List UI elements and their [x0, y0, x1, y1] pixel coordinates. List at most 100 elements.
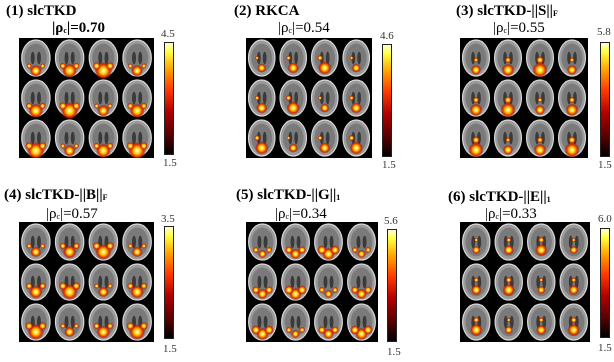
activation-blob — [106, 241, 115, 251]
activation-blob — [537, 285, 546, 295]
activation-blob — [73, 323, 80, 329]
activation-blob — [29, 285, 43, 299]
activation-blob — [470, 64, 482, 76]
colorbar — [164, 42, 174, 155]
activation-blob — [536, 136, 544, 144]
activation-blob — [286, 135, 291, 141]
activation-blob — [139, 321, 148, 331]
activation-blob — [131, 246, 143, 258]
activation-blob — [72, 281, 81, 291]
activation-blob — [317, 54, 324, 62]
activation-blob — [107, 103, 113, 109]
activation-blob — [106, 322, 114, 330]
activation-blob — [356, 288, 367, 300]
activation-blob — [93, 283, 100, 289]
colorbar-min: 1.5 — [382, 159, 396, 171]
activation-blob — [140, 282, 148, 290]
activation-blob — [317, 245, 327, 255]
activation-blob — [535, 243, 548, 257]
activation-blob — [92, 241, 101, 251]
activation-blob — [38, 321, 47, 331]
activation-blob — [318, 95, 323, 101]
activation-blob — [502, 283, 515, 297]
activation-blob — [58, 101, 67, 111]
activation-blob — [265, 286, 274, 294]
activation-blob — [324, 289, 333, 299]
activation-blob — [472, 245, 481, 255]
colorbar-max: 5.6 — [384, 215, 398, 227]
activation-blob — [39, 102, 46, 110]
activation-blob — [141, 63, 147, 69]
correlation-label: |ρc|=0.33 — [485, 206, 537, 222]
activation-blob — [317, 61, 332, 75]
activation-blob — [63, 144, 76, 157]
colorbar — [387, 229, 397, 342]
colorbar-min: 1.5 — [163, 157, 177, 169]
activation-blob — [571, 277, 577, 283]
panel-title: (1) slcTKD — [6, 3, 77, 19]
activation-blob — [351, 63, 361, 73]
activation-blob — [501, 63, 515, 77]
activation-blob — [468, 142, 484, 158]
activation-blob — [350, 102, 362, 114]
activation-blob — [568, 284, 579, 296]
activation-blob — [350, 286, 359, 294]
colorbar-max: 4.6 — [380, 30, 394, 42]
activation-blob — [25, 282, 33, 290]
activation-blob — [285, 326, 293, 334]
activation-blob — [532, 62, 548, 78]
activation-blob — [254, 134, 261, 142]
activation-blob — [251, 286, 260, 294]
activation-blob — [59, 62, 67, 70]
panel-title: (3) slcTKD-||S||F — [456, 3, 558, 19]
correlation-label: |ρc|=0.55 — [493, 20, 545, 36]
activation-blob — [285, 94, 292, 102]
colorbar — [600, 42, 610, 157]
activation-blob — [92, 61, 101, 71]
activation-blob — [258, 249, 267, 259]
activation-blob — [538, 317, 544, 323]
activation-blob — [284, 246, 293, 254]
activation-blob — [473, 316, 480, 324]
colorbar-min: 1.5 — [387, 346, 401, 358]
activation-blob — [286, 55, 292, 61]
activation-blob — [127, 282, 134, 290]
activation-blob — [290, 248, 301, 260]
activation-blob — [284, 285, 294, 295]
panel-title: (4) slcTKD-||B||F — [4, 187, 108, 203]
activation-blob — [29, 64, 42, 77]
activation-blob — [127, 102, 134, 110]
activation-blob — [500, 102, 516, 118]
activation-blob — [469, 103, 483, 117]
activation-blob — [569, 57, 575, 63]
activation-blob — [130, 285, 144, 299]
activation-blob — [25, 102, 33, 110]
activation-blob — [472, 136, 480, 144]
activation-blob — [502, 144, 514, 156]
activation-blob — [474, 237, 479, 243]
activation-blob — [331, 326, 340, 334]
activation-blob — [265, 246, 273, 254]
activation-blob — [254, 141, 269, 155]
activation-blob — [570, 316, 577, 324]
activation-blob — [59, 242, 67, 250]
panel-title: (5) slcTKD-||G||1 — [236, 187, 341, 203]
activation-blob — [39, 63, 46, 69]
activation-blob — [93, 322, 100, 330]
correlation-label: |ρc|=0.34 — [275, 206, 327, 222]
activation-blob — [472, 96, 480, 104]
activation-blob — [131, 64, 144, 77]
activation-blob — [298, 326, 306, 334]
activation-blob — [252, 246, 260, 254]
activation-blob — [107, 283, 113, 289]
brain-slice-grid — [460, 222, 590, 342]
activation-blob — [25, 321, 34, 331]
activation-blob — [319, 142, 331, 154]
activation-blob — [38, 141, 47, 151]
activation-blob — [473, 57, 479, 63]
activation-blob — [536, 324, 547, 336]
activation-blob — [72, 101, 81, 111]
activation-blob — [39, 282, 46, 290]
activation-blob — [139, 141, 148, 151]
activation-blob — [567, 323, 580, 337]
